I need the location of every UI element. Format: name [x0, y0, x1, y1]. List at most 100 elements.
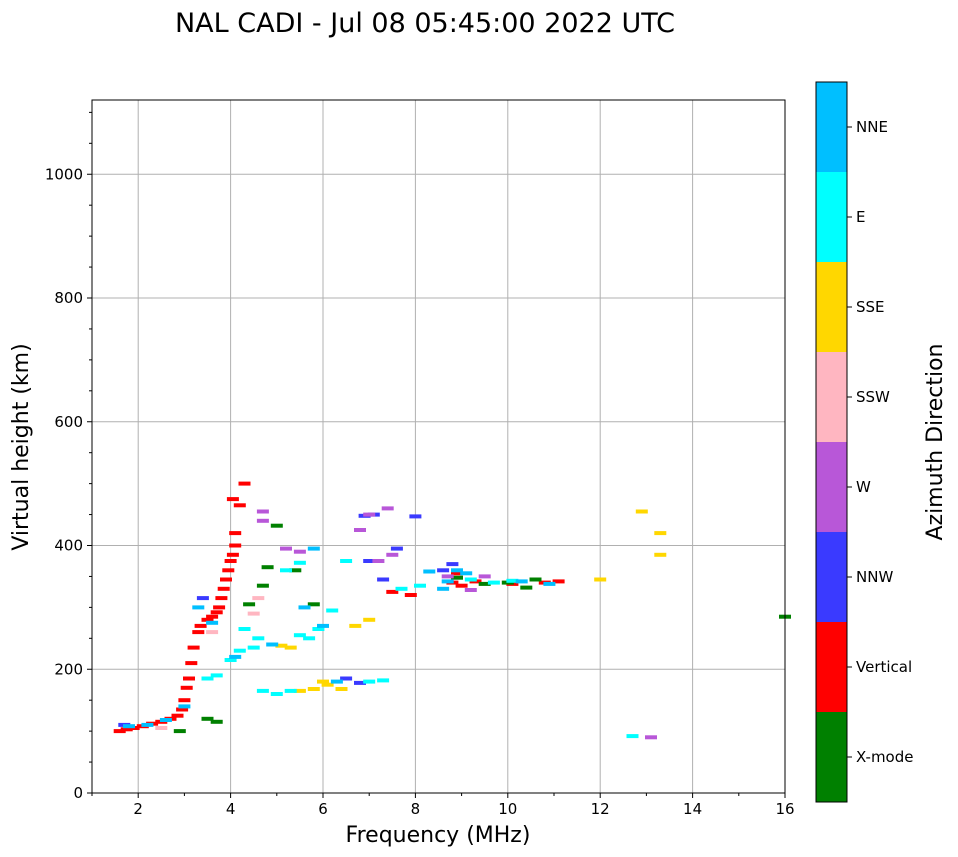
- data-point: [293, 560, 306, 565]
- data-point: [229, 543, 242, 548]
- y-tick-label: 200: [54, 660, 83, 678]
- data-point: [176, 707, 189, 712]
- data-point: [506, 578, 519, 583]
- data-point: [192, 630, 205, 635]
- data-point: [201, 716, 214, 721]
- data-point: [266, 642, 279, 647]
- data-point: [256, 583, 269, 588]
- data-point: [252, 636, 265, 641]
- data-point: [520, 585, 533, 590]
- data-point: [252, 596, 265, 601]
- colorbar-swatch: [816, 532, 847, 622]
- data-point: [307, 602, 320, 607]
- data-point: [243, 602, 256, 607]
- data-point: [478, 574, 491, 579]
- x-tick-label: 4: [226, 800, 236, 818]
- data-point: [224, 658, 237, 662]
- data-point: [178, 698, 191, 703]
- data-point: [307, 687, 320, 691]
- data-point: [312, 627, 325, 631]
- data-point: [256, 518, 269, 523]
- data-point: [321, 682, 334, 687]
- data-point: [289, 568, 302, 573]
- data-point: [233, 648, 246, 653]
- data-point: [298, 605, 311, 610]
- data-point: [206, 614, 219, 619]
- data-marks: [113, 481, 791, 740]
- data-point: [464, 588, 477, 592]
- data-point: [529, 577, 542, 582]
- colorbar-swatch: [816, 172, 847, 262]
- colorbar-tick-label: Vertical: [856, 658, 912, 676]
- data-point: [123, 724, 135, 729]
- colorbar-swatch: [816, 262, 847, 352]
- data-point: [206, 620, 219, 625]
- series-ssw: [155, 596, 265, 730]
- data-point: [220, 577, 232, 582]
- x-tick-label: 6: [318, 800, 328, 818]
- y-axis-ticks: 0 200 400 600 800 1000: [45, 111, 92, 802]
- x-tick-label: 14: [683, 800, 702, 818]
- data-point: [363, 512, 376, 517]
- data-point: [229, 531, 242, 536]
- x-axis-ticks: 2 4 6 8 10 12 14 16: [91, 793, 795, 818]
- colorbar-swatch: [816, 352, 847, 442]
- colorbar-tick-label: E: [856, 208, 865, 226]
- colorbar-swatch: [816, 712, 847, 802]
- data-point: [363, 617, 376, 622]
- data-point: [261, 565, 274, 570]
- data-point: [372, 559, 385, 563]
- data-point: [451, 571, 463, 576]
- data-point: [441, 579, 454, 584]
- data-point: [386, 552, 399, 557]
- data-point: [441, 574, 454, 579]
- data-point: [206, 630, 219, 635]
- data-point: [451, 568, 463, 573]
- data-point: [317, 623, 329, 628]
- data-point: [423, 569, 436, 574]
- data-point: [201, 676, 214, 681]
- data-point: [460, 571, 473, 576]
- data-point: [363, 679, 376, 684]
- data-point: [247, 611, 260, 616]
- data-point: [226, 497, 239, 502]
- data-point: [437, 568, 450, 573]
- data-point: [187, 645, 200, 650]
- data-point: [635, 509, 648, 514]
- data-point: [196, 596, 209, 601]
- data-point: [354, 680, 366, 685]
- data-point: [654, 552, 667, 557]
- y-tick-label: 1000: [45, 165, 83, 183]
- y-tick-label: 800: [54, 289, 83, 307]
- data-point: [654, 531, 667, 536]
- data-point: [395, 586, 408, 591]
- plot-frame: [91, 99, 786, 794]
- data-point: [377, 678, 390, 683]
- colorbar-tick-label: SSE: [856, 298, 885, 316]
- data-point: [226, 552, 239, 557]
- data-point: [293, 633, 306, 638]
- data-point: [330, 679, 343, 684]
- y-tick-label: 400: [54, 537, 83, 555]
- data-point: [270, 523, 283, 528]
- data-point: [178, 704, 191, 709]
- data-point: [284, 688, 297, 693]
- data-point: [437, 586, 450, 591]
- data-point: [349, 623, 362, 628]
- data-point: [233, 503, 246, 508]
- data-point: [317, 679, 329, 684]
- data-point: [120, 727, 133, 732]
- data-point: [256, 688, 269, 693]
- y-tick-label: 0: [73, 784, 83, 802]
- data-point: [159, 718, 172, 722]
- plot-area: [92, 100, 785, 793]
- chart-title: NAL CADI - Jul 08 05:45:00 2022 UTC: [175, 8, 675, 39]
- colorbar-tick-label: NNE: [856, 118, 888, 136]
- data-point: [515, 579, 528, 584]
- data-point: [224, 559, 237, 563]
- data-point: [335, 687, 348, 691]
- series-e: [201, 559, 639, 739]
- data-point: [238, 481, 251, 486]
- data-point: [404, 593, 417, 597]
- data-point: [280, 546, 292, 551]
